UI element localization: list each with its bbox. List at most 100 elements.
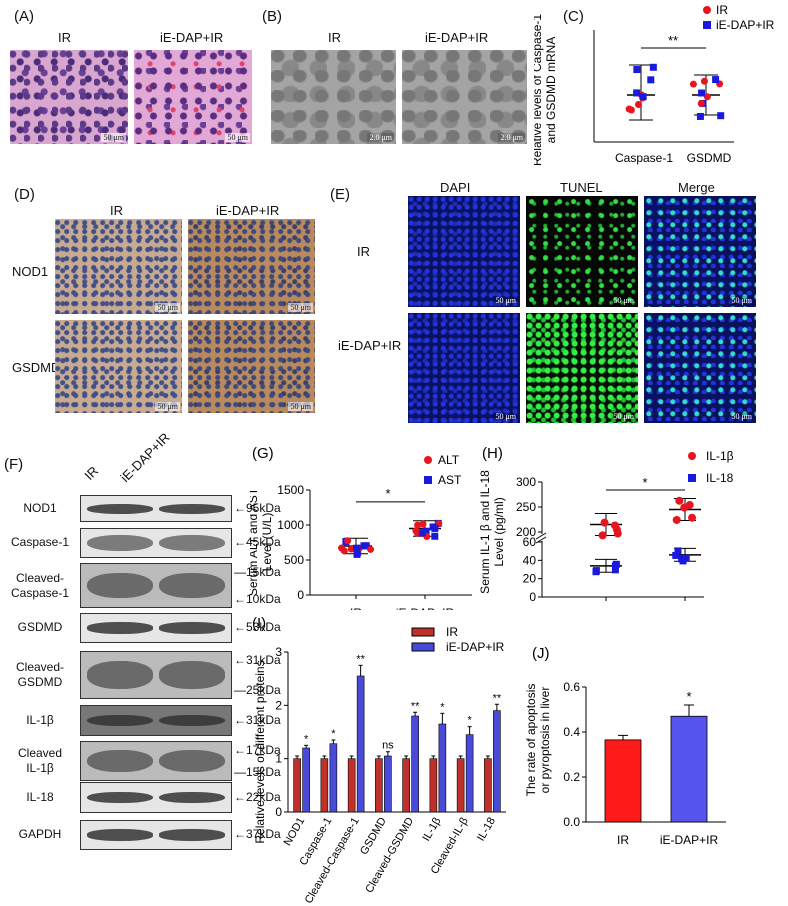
ihc-nod1-ir: 50 μm <box>55 219 182 314</box>
blot-strip <box>80 613 232 643</box>
sig-label: * <box>642 475 647 490</box>
bar-ir <box>293 758 301 813</box>
bar-ie <box>384 755 392 813</box>
panel-e-label: (E) <box>330 186 350 203</box>
panel-d-label: (D) <box>14 186 35 203</box>
point-ie <box>717 112 725 120</box>
bar-ir <box>456 758 465 813</box>
sig-label: * <box>385 486 390 501</box>
bar-ir <box>320 758 329 813</box>
blot-band <box>87 791 153 804</box>
ytick-label: 0.4 <box>563 725 580 739</box>
panel-i-label: (I) <box>252 615 266 632</box>
ytick-label: 500 <box>284 553 304 567</box>
chart-g-axes: 0 500 1000 1500 IR iE-DAP+IR * ALT AST <box>277 453 472 610</box>
panel-c-label: (C) <box>563 8 584 25</box>
panel-d-col-ie: iE-DAP+IR <box>216 203 280 218</box>
bar-ie <box>329 743 338 813</box>
legend-ir-marker <box>411 627 435 637</box>
point-ir <box>697 99 705 107</box>
blot-label: NOD1 <box>23 500 57 515</box>
point-ast <box>353 544 361 552</box>
point-ie <box>639 93 647 101</box>
point-ie <box>712 76 720 84</box>
point-il18 <box>674 547 682 555</box>
point-il1b <box>613 529 622 538</box>
merge-ir: 50 μm <box>644 196 756 307</box>
blot-strip <box>80 651 232 699</box>
chart-i-ylabel: Relative levels of different proteins <box>253 660 267 843</box>
ihc-gsdmd-ir: 50 μm <box>55 320 182 413</box>
panel-a-col-ie: iE-DAP+IR <box>160 30 224 45</box>
blot-strip <box>80 495 232 522</box>
point-ie <box>647 76 655 84</box>
point-ir <box>689 80 697 88</box>
merge-ie: 50 μm <box>644 313 756 423</box>
axis-break <box>535 532 547 540</box>
tunel-ie: 50 μm <box>526 313 638 423</box>
he-image-ie: 50 μm <box>134 50 252 144</box>
chart-h-ylabel: Serum IL-1 β and IL-18Level (pg/ml) <box>478 470 506 594</box>
panel-e-col-dapi: DAPI <box>440 180 471 195</box>
blot-band <box>159 622 225 634</box>
blot-label: Cleaved IL-1β <box>17 746 63 775</box>
ihc-gsdmd-ie: 50 μm <box>188 320 315 413</box>
blot-band <box>87 829 153 841</box>
sig-label: ** <box>411 700 420 712</box>
blot-label: GAPDH <box>18 827 62 841</box>
scalebar: 50 μm <box>611 296 636 305</box>
legend-alt-marker <box>424 456 432 464</box>
legend-il18-label: IL-18 <box>706 471 734 485</box>
ytick-label: 1 <box>275 752 282 766</box>
bar <box>670 715 708 823</box>
kda-marker: ←31kDa <box>234 712 281 727</box>
point-alt <box>347 545 355 553</box>
chart-j-ylabel: The rate of apoptosisor pyroptosis in li… <box>524 684 552 797</box>
point-ie <box>633 89 641 97</box>
point-ir <box>700 77 708 85</box>
ytick-label: 3 <box>275 645 282 659</box>
sig-label: * <box>304 733 309 745</box>
blot-band <box>159 572 225 599</box>
ytick-label: 0.6 <box>563 680 580 694</box>
chart-h-points <box>590 496 701 576</box>
blot-label: Cleaved- GSDMD <box>15 660 65 689</box>
point-ast <box>360 542 368 550</box>
chart-j: (J) The rate of apoptosisor pyroptosis i… <box>524 645 726 847</box>
point-alt <box>414 521 422 529</box>
blot-band <box>87 622 153 634</box>
he-image-ir: 50 μm <box>10 50 128 144</box>
sig-label: * <box>331 728 336 740</box>
xtick-label: iE-DAP+IR <box>656 608 715 610</box>
bar-ir <box>375 758 383 813</box>
legend-alt-label: ALT <box>438 453 460 467</box>
bar-ie <box>411 715 419 813</box>
panel-a-label: (A) <box>14 8 34 25</box>
blot-band <box>159 714 225 727</box>
panel-d-col-ir: IR <box>110 203 123 218</box>
kda-marker: ←37kDa <box>234 827 281 841</box>
ytick-label: 0 <box>297 588 304 602</box>
kda-marker: ←53kDa <box>234 620 281 634</box>
legend-ast-label: AST <box>438 473 462 487</box>
panel-f-label: (F) <box>4 456 24 473</box>
xtick-label: iE-DAP+IR <box>396 606 455 610</box>
sig-label: ** <box>493 692 502 704</box>
chart-i: (I) Relative levels of different protein… <box>252 615 506 906</box>
ytick-label: 0 <box>275 805 282 819</box>
panel-e-col-tunel: TUNEL <box>560 180 603 195</box>
legend-il1b-marker <box>688 452 696 460</box>
blot-strip <box>80 782 232 813</box>
blot-band <box>87 661 153 689</box>
ytick-label: 60 <box>523 535 537 549</box>
legend-ie-marker <box>703 21 711 29</box>
blot-strip <box>80 563 232 608</box>
kda-marker: ←22kDa <box>234 789 281 804</box>
sig-label: ns <box>382 740 394 752</box>
ytick-label: 0.2 <box>563 770 580 784</box>
blot-band <box>87 714 153 727</box>
kda-marker: ←17kDa <box>234 743 281 757</box>
kda-marker: ←95kDa <box>234 500 281 515</box>
blot-band <box>159 503 225 514</box>
panel-b-col-ir: IR <box>328 30 341 45</box>
